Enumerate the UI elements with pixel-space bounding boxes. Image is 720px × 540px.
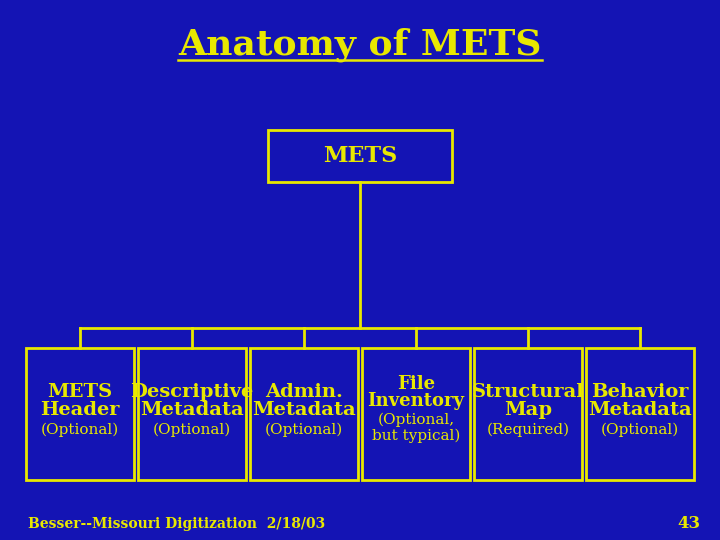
- Text: Map: Map: [504, 401, 552, 419]
- Text: Metadata: Metadata: [252, 401, 356, 419]
- Text: Metadata: Metadata: [140, 401, 244, 419]
- Text: METS: METS: [48, 383, 112, 401]
- FancyBboxPatch shape: [586, 348, 694, 480]
- Text: (Optional): (Optional): [265, 423, 343, 437]
- Text: but typical): but typical): [372, 429, 460, 443]
- Text: Anatomy of METS: Anatomy of METS: [179, 28, 541, 62]
- Text: File: File: [397, 375, 435, 393]
- FancyBboxPatch shape: [138, 348, 246, 480]
- FancyBboxPatch shape: [362, 348, 470, 480]
- Text: (Optional): (Optional): [601, 423, 679, 437]
- Text: (Optional): (Optional): [153, 423, 231, 437]
- FancyBboxPatch shape: [26, 348, 134, 480]
- FancyBboxPatch shape: [250, 348, 358, 480]
- Text: (Optional): (Optional): [41, 423, 119, 437]
- Text: Admin.: Admin.: [265, 383, 343, 401]
- Text: Inventory: Inventory: [367, 392, 464, 410]
- Text: Metadata: Metadata: [588, 401, 692, 419]
- Text: Header: Header: [40, 401, 120, 419]
- FancyBboxPatch shape: [474, 348, 582, 480]
- Text: Behavior: Behavior: [591, 383, 689, 401]
- Text: Structural: Structural: [472, 383, 585, 401]
- Text: Besser--Missouri Digitization  2/18/03: Besser--Missouri Digitization 2/18/03: [28, 517, 325, 531]
- Text: METS: METS: [323, 145, 397, 167]
- Text: (Required): (Required): [487, 423, 570, 437]
- Text: 43: 43: [677, 516, 700, 532]
- Text: (Optional,: (Optional,: [377, 413, 454, 427]
- Text: Descriptive: Descriptive: [130, 383, 253, 401]
- FancyBboxPatch shape: [268, 130, 452, 182]
